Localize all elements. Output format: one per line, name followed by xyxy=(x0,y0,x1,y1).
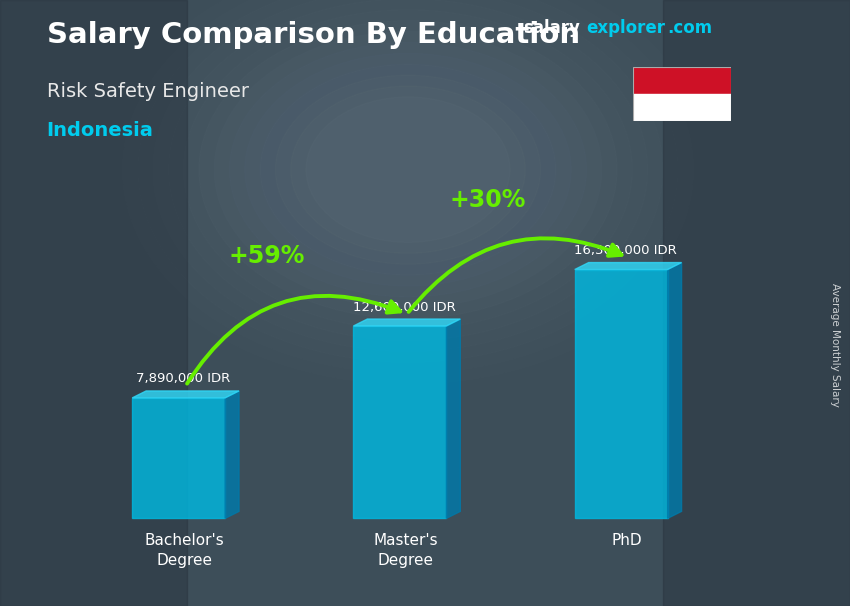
Text: Average Monthly Salary: Average Monthly Salary xyxy=(830,284,840,407)
Text: 7,890,000 IDR: 7,890,000 IDR xyxy=(136,373,230,385)
Polygon shape xyxy=(132,398,225,518)
Bar xyxy=(633,94,731,121)
Text: 12,600,000 IDR: 12,600,000 IDR xyxy=(353,301,456,313)
Polygon shape xyxy=(354,319,461,326)
Text: +30%: +30% xyxy=(450,188,526,212)
Text: explorer: explorer xyxy=(586,19,666,38)
Text: Master's
Degree: Master's Degree xyxy=(373,533,438,568)
Text: Risk Safety Engineer: Risk Safety Engineer xyxy=(47,82,249,101)
Polygon shape xyxy=(225,391,239,518)
Polygon shape xyxy=(446,319,461,518)
Text: Bachelor's
Degree: Bachelor's Degree xyxy=(144,533,224,568)
Polygon shape xyxy=(132,391,239,398)
Bar xyxy=(663,0,850,606)
Polygon shape xyxy=(575,262,682,270)
Text: Indonesia: Indonesia xyxy=(47,121,154,140)
Text: salary: salary xyxy=(523,19,580,38)
Polygon shape xyxy=(667,262,682,518)
Text: PhD: PhD xyxy=(611,533,642,548)
Text: Salary Comparison By Education: Salary Comparison By Education xyxy=(47,21,580,49)
Polygon shape xyxy=(354,326,446,518)
Text: 16,300,000 IDR: 16,300,000 IDR xyxy=(574,244,677,257)
Bar xyxy=(633,67,731,94)
Bar xyxy=(0,0,187,606)
Text: .com: .com xyxy=(667,19,712,38)
Polygon shape xyxy=(575,270,667,518)
Text: +59%: +59% xyxy=(229,244,305,268)
